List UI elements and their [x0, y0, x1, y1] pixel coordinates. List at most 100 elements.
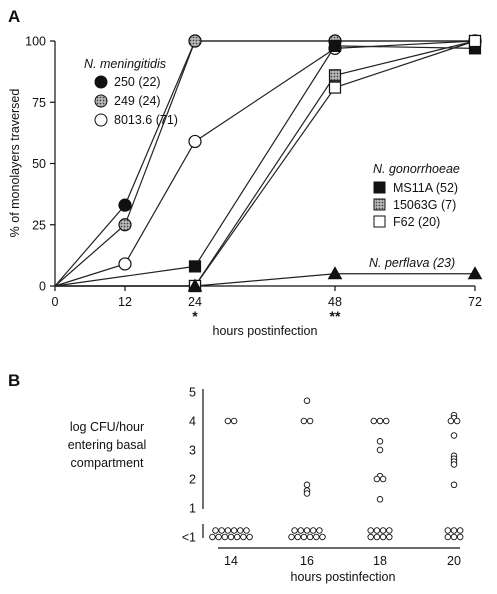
legend-gonorrhoeae-title: N. gonorrhoeae — [373, 162, 460, 176]
panel-b-point-14h — [215, 533, 222, 541]
panel-b-point-16h — [316, 527, 323, 534]
series-line-ms11a-52 — [54, 45, 476, 287]
panel-b-point-14h — [224, 417, 232, 425]
panel-b-y-tick-label: <1 — [182, 531, 196, 545]
panel-b-point-14h — [212, 527, 219, 534]
panel-b-point-18h — [370, 417, 378, 425]
panel-b-point-18h — [373, 533, 381, 541]
series-line-n-perflava-23 — [55, 273, 475, 287]
data-point-ms11a-52 — [328, 39, 342, 53]
panel-b-point-20h — [453, 417, 461, 425]
legend-label-15063g: 15063G (7) — [393, 198, 456, 212]
panel-b-point-20h — [447, 417, 455, 425]
panel-b-point-20h — [456, 533, 464, 541]
panel-a-annotations: * ** — [192, 308, 341, 324]
panel-b-label: B — [8, 371, 20, 390]
panel-b-point-18h — [373, 527, 381, 534]
panel-b-point-16h — [313, 533, 320, 541]
panel-b-point-18h — [367, 533, 374, 541]
panel-b-y-ticks: <1 1 2 3 4 5 — [182, 386, 196, 545]
panel-a-x-tick-label: 72 — [468, 295, 482, 309]
panel-a-x-tick-label: 0 — [52, 295, 59, 309]
panel-b-point-20h — [450, 527, 458, 534]
panel-b-y-tick-label: 1 — [189, 502, 196, 516]
panel-b-point-14h — [240, 533, 247, 541]
panel-b-point-14h — [227, 533, 235, 541]
panel-b-point-18h — [376, 496, 384, 503]
panel-b-point-14h — [218, 527, 225, 534]
panel-b-point-18h — [379, 475, 387, 483]
panel-b-point-18h — [386, 533, 393, 541]
panel-b-point-18h — [373, 475, 381, 483]
data-point-n-perflava-23 — [187, 278, 203, 292]
panel-b-point-14h — [224, 527, 232, 534]
panel-b-point-14h — [209, 533, 216, 541]
panel-a-x-tick-label: 12 — [118, 295, 132, 309]
panel-b-chart: <1 1 2 3 4 5 14 16 18 20 log CFU/hour entering b… — [68, 386, 464, 584]
panel-b-point-16h — [300, 533, 308, 541]
panel-b-point-16h — [288, 533, 295, 541]
panel-b-point-20h — [456, 527, 464, 534]
panel-b-point-14h — [246, 533, 253, 541]
panel-b-point-18h — [379, 527, 387, 534]
data-point-f62-20 — [328, 81, 342, 94]
panel-a-x-axis-title: hours postinfection — [213, 324, 318, 338]
panel-a-y-ticks: 0 25 50 75 100 — [25, 35, 55, 294]
data-point-8013-6-71 — [118, 257, 132, 271]
legend-marker-f62 — [373, 215, 386, 228]
panel-b-point-16h — [306, 417, 314, 425]
panel-b-point-18h — [386, 527, 393, 534]
legend-marker-8013 — [94, 113, 108, 127]
panel-b-point-16h — [319, 533, 326, 541]
panel-b-point-16h — [303, 490, 311, 497]
panel-b-y-tick-label: 2 — [189, 473, 196, 487]
panel-b-x-tick-label: 16 — [300, 554, 314, 568]
legend-gonorrhoeae: N. gonorrhoeae MS11A (52) 15063G (7) F62… — [373, 162, 460, 229]
legend-label-249: 249 (24) — [114, 94, 161, 108]
panel-b-point-16h — [294, 533, 301, 541]
data-point-n-perflava-23 — [467, 266, 483, 280]
data-point-249-24 — [188, 34, 202, 48]
panel-a-y-tick-label: 75 — [32, 96, 46, 110]
panel-b-y-axis-title: log CFU/hour entering basal compartment — [68, 420, 147, 470]
legend-label-f62: F62 (20) — [393, 215, 440, 229]
panel-b-point-18h — [382, 417, 390, 425]
panel-a-y-tick-label: 25 — [32, 218, 46, 232]
panel-b-point-14h — [230, 527, 238, 534]
panel-b-point-18h — [376, 446, 384, 454]
panel-b-point-20h — [450, 432, 458, 439]
panel-b-points — [209, 397, 464, 541]
panel-b-point-14h — [221, 533, 229, 541]
panel-b-y-title-line-3: compartment — [71, 456, 144, 470]
perflava-label: N. perflava (23) — [369, 256, 455, 270]
panel-b-y-tick-label: 5 — [189, 386, 196, 400]
panel-b-x-tick-label: 14 — [224, 554, 238, 568]
panel-b-x-axis-title: hours postinfection — [291, 570, 396, 584]
panel-b-x-tick-label: 18 — [373, 554, 387, 568]
panel-b-point-16h — [297, 527, 305, 534]
legend-marker-15063g — [373, 198, 386, 211]
panel-b-point-14h — [233, 533, 241, 541]
panel-a-x-ticks: 0 12 24 48 72 — [52, 286, 482, 309]
panel-b-point-16h — [303, 527, 311, 534]
panel-a-series-markers — [118, 34, 483, 293]
legend-marker-249 — [94, 94, 108, 108]
legend-label-8013: 8013.6 (71) — [114, 113, 178, 127]
panel-b-point-16h — [291, 527, 298, 534]
panel-a-y-tick-label: 50 — [32, 157, 46, 171]
panel-b-y-tick-label: 4 — [189, 415, 196, 429]
panel-b-point-18h — [376, 438, 384, 445]
legend-marker-ms11a — [373, 181, 386, 194]
significance-marker: ** — [330, 308, 341, 324]
data-point-15063g-7 — [328, 69, 342, 82]
panel-b-point-20h — [450, 533, 458, 541]
panel-b-point-14h — [230, 417, 238, 425]
panel-b-point-18h — [367, 527, 374, 534]
panel-b-point-16h — [303, 481, 311, 489]
panel-b-point-16h — [300, 417, 308, 425]
panel-b-point-18h — [376, 417, 384, 425]
data-point-8013-6-71 — [188, 134, 202, 149]
legend-meningitidis: N. meningitidis 250 (22) 249 (24) 8013.6… — [84, 57, 178, 127]
panel-b-y-title-line-1: log CFU/hour — [70, 420, 144, 434]
